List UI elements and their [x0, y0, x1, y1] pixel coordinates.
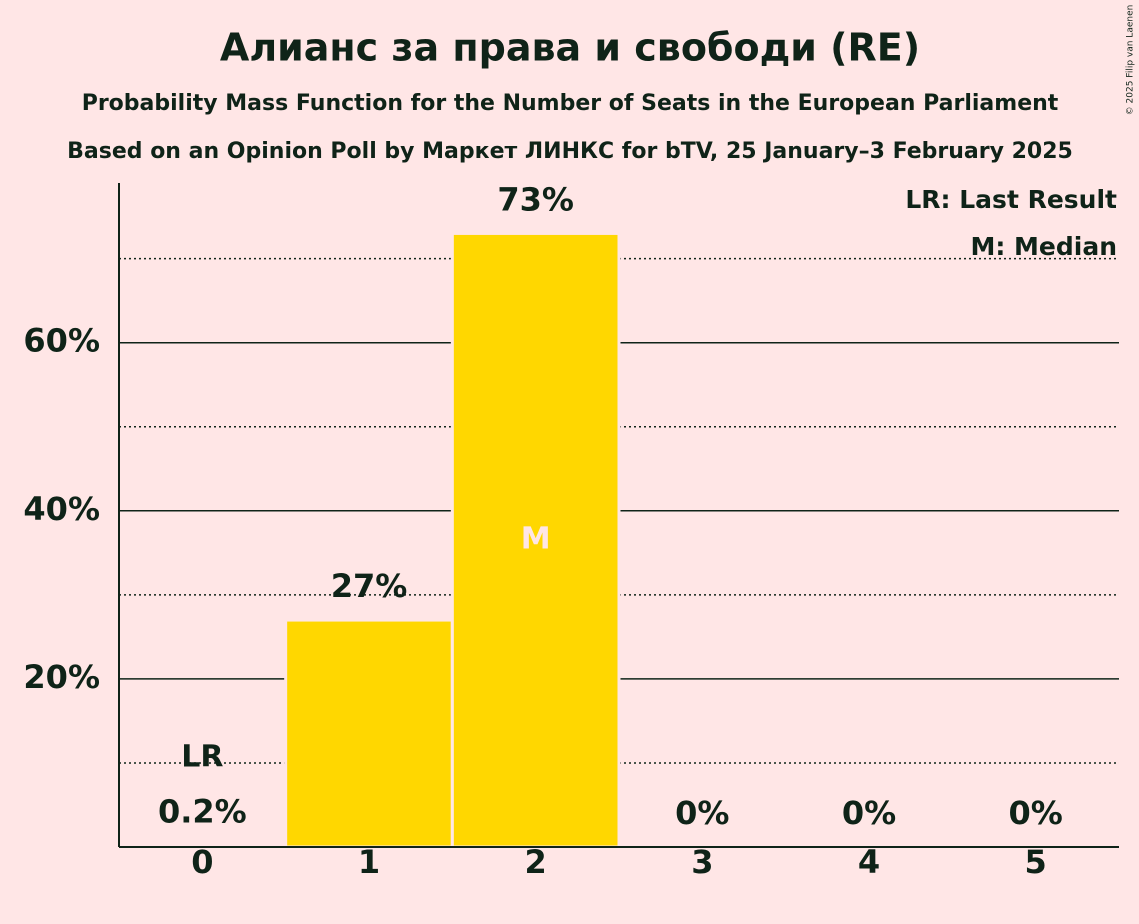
median-marker: M — [521, 522, 551, 557]
value-label: 0% — [1009, 794, 1063, 832]
value-label: 0% — [675, 794, 729, 832]
copyright: © 2025 Filip van Laenen — [1126, 5, 1136, 116]
last-result-marker: LR — [181, 740, 223, 775]
value-label: 27% — [331, 567, 408, 605]
value-label: 0.2% — [158, 792, 247, 830]
legend-entry: M: Median — [970, 232, 1117, 261]
value-label: 0% — [842, 794, 896, 832]
chart-title: Алианс за права и свободи (RE) — [220, 26, 920, 70]
x-tick-label: 4 — [858, 843, 880, 881]
legend-entry: LR: Last Result — [905, 185, 1117, 214]
bar — [450, 231, 621, 849]
y-tick-label: 60% — [23, 322, 100, 360]
chart-caption: Based on an Opinion Poll by Маркет ЛИНКС… — [67, 139, 1073, 164]
x-tick-label: 2 — [525, 843, 547, 881]
x-tick-label: 1 — [358, 843, 380, 881]
value-label: 73% — [497, 180, 574, 218]
bar — [284, 618, 454, 849]
y-tick-label: 20% — [23, 658, 100, 696]
x-tick-label: 3 — [691, 843, 713, 881]
chart-subtitle: Probability Mass Function for the Number… — [82, 91, 1059, 116]
x-tick-label: 0 — [191, 843, 213, 881]
y-tick-label: 40% — [23, 490, 100, 528]
x-tick-label: 5 — [1025, 843, 1047, 881]
